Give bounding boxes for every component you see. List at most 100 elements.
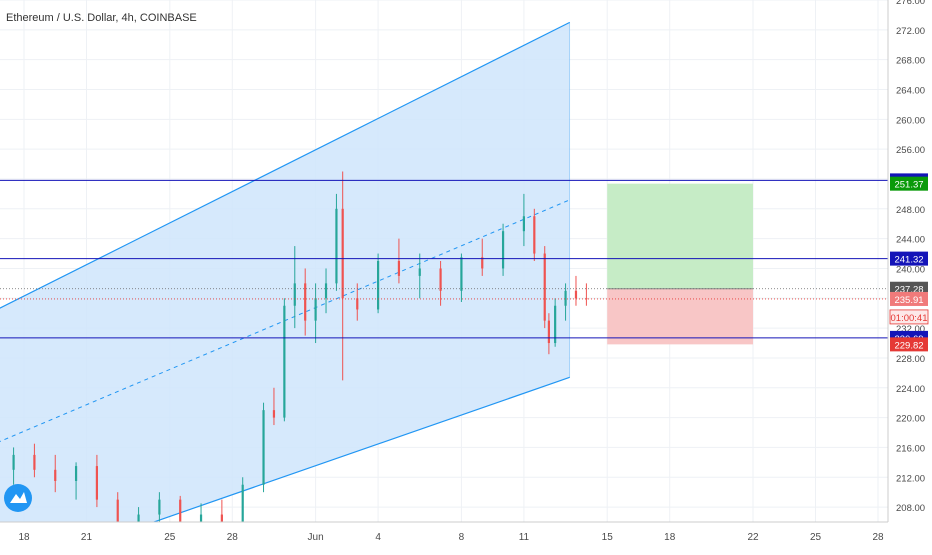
candle-body[interactable] xyxy=(547,320,550,344)
candle-body[interactable] xyxy=(533,216,536,254)
candle-body[interactable] xyxy=(324,283,328,299)
candle-body[interactable] xyxy=(341,208,344,299)
price-tick-label: 216.00 xyxy=(896,443,925,454)
time-tick-label: 11 xyxy=(519,532,530,543)
candles-layer[interactable] xyxy=(0,171,588,545)
price-badge-bg xyxy=(890,291,928,306)
candle-body[interactable] xyxy=(376,261,380,310)
price-tick-label: 232.00 xyxy=(896,324,925,335)
candle-body[interactable] xyxy=(220,514,223,526)
candle-body[interactable] xyxy=(397,261,401,276)
chart-title: Ethereum / U.S. Dollar, 4h, COINBASE xyxy=(6,12,197,24)
time-tick-label: 25 xyxy=(810,532,822,543)
price-axis-bg xyxy=(888,0,932,550)
price-axis[interactable]: 276.00272.00268.00264.00260.00256.00252.… xyxy=(887,0,932,550)
candle-body[interactable] xyxy=(74,466,78,481)
candle-body[interactable] xyxy=(241,484,244,526)
tradingview-logo[interactable] xyxy=(4,484,32,512)
candle-body[interactable] xyxy=(501,231,505,269)
candle-body[interactable] xyxy=(543,253,546,321)
price-tick-label: 240.00 xyxy=(896,264,925,275)
price-badge-label: 241.32 xyxy=(894,255,923,266)
price-tick-label: 260.00 xyxy=(896,115,925,126)
candle-body[interactable] xyxy=(522,216,526,232)
price-tick-label: 256.00 xyxy=(896,145,925,156)
price-badge-pink: 235.91 xyxy=(890,291,928,306)
candle-body[interactable] xyxy=(137,514,140,522)
time-axis[interactable]: 18 21 25 28 Jun 4 8 11 15 18 22 25 28 xyxy=(0,521,888,550)
profit-zone[interactable] xyxy=(607,183,754,289)
candle-body[interactable] xyxy=(293,283,296,306)
candle-body[interactable] xyxy=(460,257,463,291)
price-tick-label: 276.00 xyxy=(896,0,925,7)
candle-body[interactable] xyxy=(179,499,182,522)
price-tick-label: 268.00 xyxy=(896,56,925,67)
candle-body[interactable] xyxy=(574,290,578,299)
candle-body[interactable] xyxy=(158,499,161,515)
candle-body[interactable] xyxy=(199,514,203,522)
candle-body[interactable] xyxy=(33,454,36,470)
price-badge-pinkoutline: 01:00:41 xyxy=(889,309,929,325)
candle-body[interactable] xyxy=(304,283,307,321)
price-tick-label: 208.00 xyxy=(896,503,925,514)
candle-body[interactable] xyxy=(12,454,15,470)
channel-mid-line[interactable] xyxy=(0,199,570,449)
stop-zone[interactable] xyxy=(607,288,754,345)
candle-body[interactable] xyxy=(335,208,338,284)
price-tick-label: 224.00 xyxy=(896,384,925,395)
candle-body[interactable] xyxy=(564,290,567,306)
time-tick-label: 15 xyxy=(602,532,614,543)
candle-body[interactable] xyxy=(283,305,286,418)
time-tick-label: 25 xyxy=(164,532,176,543)
candle-body[interactable] xyxy=(585,298,588,300)
candle-body[interactable] xyxy=(314,298,317,321)
price-tick-label: 248.00 xyxy=(896,205,925,216)
candle-body[interactable] xyxy=(272,410,276,418)
price-tick-label: 220.00 xyxy=(896,414,925,425)
time-tick-label: 18 xyxy=(664,532,676,543)
time-tick-label: 18 xyxy=(18,532,30,543)
price-badge-label: 235.91 xyxy=(894,295,923,306)
price-badge-bg xyxy=(890,176,928,191)
time-tick-label: 28 xyxy=(227,532,239,543)
candle-body[interactable] xyxy=(262,410,265,485)
candle-body[interactable] xyxy=(481,257,484,269)
price-tick-label: 228.00 xyxy=(896,354,925,365)
time-tick-label: 22 xyxy=(747,532,759,543)
price-badge-bg xyxy=(890,337,928,352)
price-badge-label: 237.28 xyxy=(894,285,923,296)
channel-fill xyxy=(0,22,570,555)
price-badge-red: 229.82 xyxy=(890,337,928,352)
time-tick-label: 21 xyxy=(81,532,93,543)
price-badge-green: 251.37 xyxy=(890,176,928,191)
price-tick-label: 264.00 xyxy=(896,85,925,96)
time-axis-bg xyxy=(0,522,888,550)
candle-body[interactable] xyxy=(116,499,119,522)
candle-body[interactable] xyxy=(554,305,557,344)
price-tick-label: 244.00 xyxy=(896,235,925,246)
candle-body[interactable] xyxy=(54,469,57,481)
candle-body[interactable] xyxy=(439,268,442,291)
time-tick-label: 8 xyxy=(459,532,465,543)
horizontal-levels[interactable] xyxy=(0,179,888,339)
long-position-tool[interactable] xyxy=(607,183,754,345)
price-badge-blue: 241.32 xyxy=(890,251,928,266)
price-badge-bg xyxy=(890,251,928,266)
time-tick-label: 4 xyxy=(375,532,381,543)
candle-body[interactable] xyxy=(356,298,359,310)
price-badge-label: 229.82 xyxy=(894,340,923,351)
logo-glyph xyxy=(10,492,27,503)
channel-upper-line[interactable] xyxy=(0,21,570,317)
candle-body[interactable] xyxy=(95,466,99,500)
price-tick-label: 212.00 xyxy=(896,473,925,484)
price-badge-label: 01:00:41 xyxy=(891,313,928,324)
price-badges: 251.81251.37241.32237.28235.9101:00:4123… xyxy=(889,173,929,352)
price-tick-label: 272.00 xyxy=(896,26,925,37)
candle-body[interactable] xyxy=(418,268,421,276)
time-tick-label: Jun xyxy=(308,532,324,543)
price-badge-label: 251.37 xyxy=(894,180,923,191)
parallel-channel[interactable] xyxy=(0,21,571,555)
price-badge-bg xyxy=(889,309,929,325)
